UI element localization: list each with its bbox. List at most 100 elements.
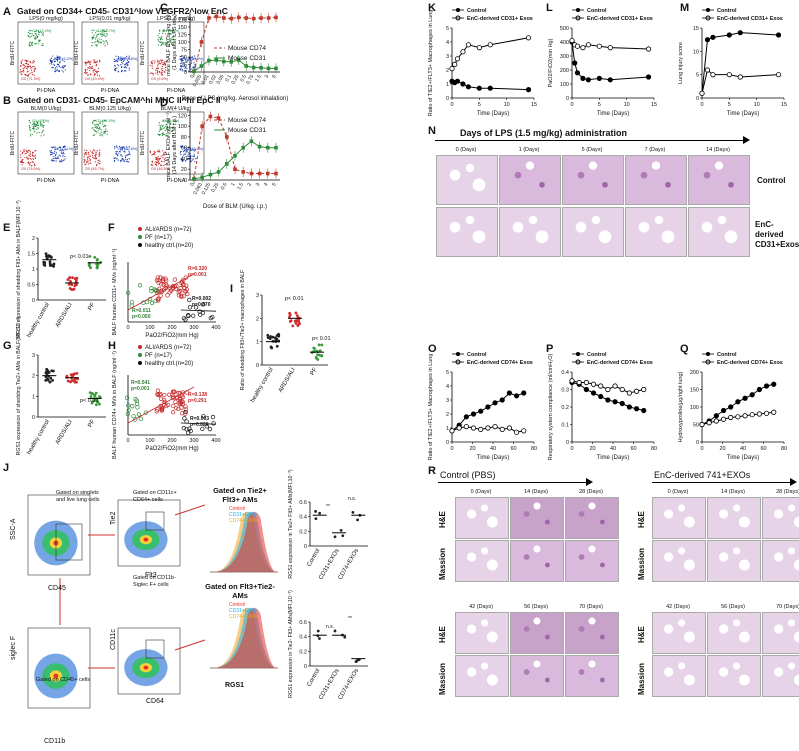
flow-dot bbox=[158, 150, 160, 152]
dot-I bbox=[320, 343, 324, 347]
flow-dot bbox=[25, 59, 27, 62]
point-L bbox=[569, 37, 575, 44]
flow-dot bbox=[104, 41, 106, 43]
flow-dot bbox=[57, 56, 59, 59]
flow-dot bbox=[170, 130, 173, 132]
point-L bbox=[607, 77, 613, 83]
legend-K-0: Control bbox=[467, 8, 487, 14]
flow-dot bbox=[93, 128, 95, 131]
flow-dot bbox=[24, 73, 26, 76]
dot-J1 bbox=[314, 510, 317, 513]
dot-G bbox=[51, 378, 54, 382]
flow-dot bbox=[101, 35, 103, 37]
cat-label-G: PF bbox=[87, 419, 96, 429]
legend-h-2: healthy ctrl.(n=20) bbox=[145, 361, 193, 367]
flow-dot bbox=[95, 61, 97, 64]
flow-dot bbox=[62, 146, 64, 148]
flow-dot bbox=[158, 124, 160, 126]
flow-dot bbox=[49, 63, 51, 65]
flow-dot bbox=[27, 63, 30, 66]
xtick-label-D: 2 bbox=[247, 182, 254, 188]
corr-dot-H bbox=[174, 405, 179, 411]
flow-dot bbox=[91, 155, 94, 157]
flow-dot bbox=[56, 58, 58, 61]
flow-dot bbox=[30, 29, 32, 32]
flow-dot bbox=[186, 68, 188, 70]
flow-dot bbox=[65, 148, 67, 151]
j-legend-cd74: CD74+EXOs bbox=[229, 518, 258, 524]
flow-dot bbox=[169, 123, 171, 125]
flow-dot bbox=[104, 125, 106, 127]
flow-dot bbox=[163, 127, 165, 129]
xtick-label-L: 5 bbox=[598, 102, 601, 108]
panel-label-a: A bbox=[3, 6, 11, 18]
histo-r-ctrl-top-he-2 bbox=[565, 497, 619, 539]
corr-dot-H bbox=[126, 408, 131, 413]
flow-dot bbox=[20, 154, 22, 156]
flow-dot bbox=[94, 130, 96, 132]
flow-dot bbox=[183, 55, 185, 57]
corr-dot-H bbox=[170, 392, 175, 397]
ytick-label-P: 0.3 bbox=[561, 388, 569, 394]
flow-B-g1-0: G1 (8.4%) bbox=[32, 119, 50, 123]
flow-dot bbox=[33, 127, 35, 130]
flow-dot bbox=[33, 74, 35, 76]
flow-dot bbox=[192, 66, 194, 68]
xtick-label-P: 40 bbox=[610, 446, 616, 452]
flow-dot bbox=[104, 45, 106, 47]
flow-dot bbox=[117, 155, 119, 157]
flow-dot bbox=[58, 65, 60, 68]
flow-dot bbox=[167, 30, 170, 32]
flow-dot bbox=[163, 161, 165, 163]
flow-dot bbox=[105, 40, 107, 42]
flow-dot bbox=[90, 74, 92, 76]
xtick-label-M: 15 bbox=[781, 102, 787, 108]
flow-dot bbox=[59, 149, 61, 152]
flow-A-g2-2: G2 (88.9%) bbox=[184, 57, 204, 61]
flow-dot bbox=[163, 41, 165, 44]
flow-dot bbox=[98, 60, 101, 62]
xtick-label-O: 40 bbox=[490, 446, 496, 452]
j-tie2-flt3-blob4 bbox=[143, 537, 149, 542]
flow-dot bbox=[99, 160, 101, 162]
panel-b-title: Gated on CD31- CD45- EpCAM^hi MHC II^hi … bbox=[17, 95, 221, 105]
histo-n-exos-2 bbox=[562, 207, 624, 257]
flow-dot bbox=[121, 71, 123, 73]
flow-A-ylabel-0: BrdU-FITC bbox=[10, 41, 16, 66]
flow-dot bbox=[86, 149, 88, 152]
flow-dot bbox=[160, 41, 162, 43]
flow-dot bbox=[32, 125, 35, 127]
flow-dot bbox=[155, 72, 157, 74]
dot-J2 bbox=[356, 659, 359, 662]
flow-dot bbox=[31, 151, 34, 153]
flow-dot bbox=[193, 155, 195, 158]
corr-dot-F bbox=[200, 302, 206, 307]
corr-dot-H bbox=[183, 409, 188, 415]
flow-dot bbox=[160, 125, 162, 127]
flow-dot bbox=[166, 126, 169, 129]
xtick-label-D: 3 bbox=[255, 182, 262, 188]
flow-dot bbox=[58, 58, 60, 61]
flow-dot bbox=[43, 134, 45, 136]
point-K bbox=[452, 61, 458, 68]
histo-n-control-0 bbox=[436, 155, 498, 205]
point-M bbox=[710, 72, 716, 78]
flow-dot bbox=[27, 35, 29, 37]
flow-dot bbox=[158, 70, 161, 72]
dot-E bbox=[71, 276, 74, 280]
ytick-label-D: 60 bbox=[181, 146, 187, 152]
point-Q bbox=[742, 395, 748, 401]
flow-dot bbox=[93, 124, 96, 126]
dot-E bbox=[69, 279, 72, 283]
point-M bbox=[737, 30, 743, 36]
r-row-he-left-2: H&E bbox=[438, 626, 447, 643]
panel-label-f: F bbox=[108, 222, 115, 234]
flow-dot bbox=[117, 64, 119, 66]
flow-B-ylabel-1: BrdU-FITC bbox=[74, 131, 80, 156]
dot-E bbox=[95, 262, 99, 266]
histo-r-exo-top-he-0 bbox=[652, 497, 706, 539]
flow-dot bbox=[92, 71, 94, 73]
flow-A-title-2: LPS(1.5 mg/kg) bbox=[157, 16, 195, 22]
panel-n-row-exos: EnC-derived CD31+Exos bbox=[755, 220, 799, 249]
legend-P-0: Control bbox=[587, 352, 607, 358]
